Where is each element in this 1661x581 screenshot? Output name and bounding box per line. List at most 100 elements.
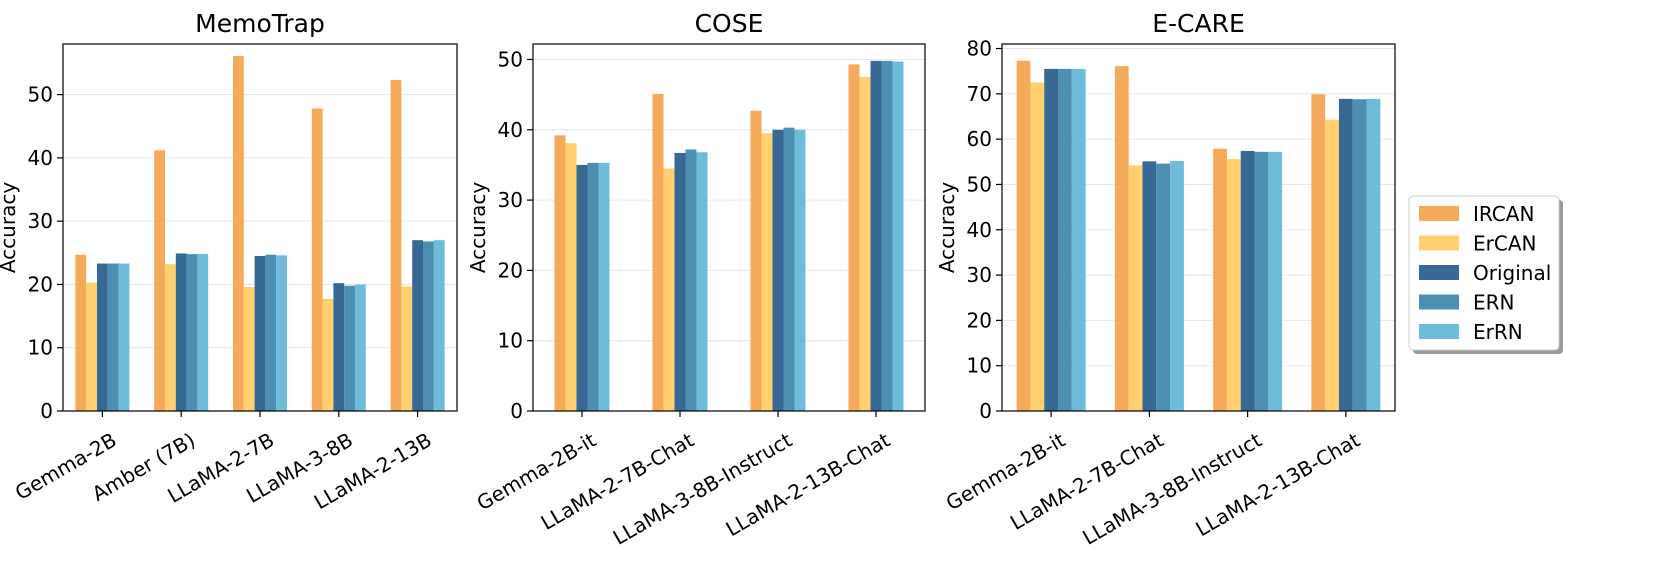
bar-ercan-gemma-2b-it bbox=[1030, 82, 1045, 412]
y-axis-label: Accuracy bbox=[466, 182, 490, 273]
bar-ern-llama-2-13b-chat bbox=[1352, 99, 1367, 411]
y-tick-label: 50 bbox=[967, 172, 992, 196]
plot-frame bbox=[1001, 43, 1396, 412]
legend-label: IRCAN bbox=[1473, 202, 1534, 226]
x-tick-label: LLaMA-3-8B-Instruct bbox=[609, 428, 796, 550]
y-tick-label: 60 bbox=[967, 127, 992, 151]
bar-ircan-llama-2-13b-chat bbox=[848, 64, 860, 411]
legend-label: Original bbox=[1473, 261, 1551, 285]
bar-original-llama-3-8b-instruct bbox=[772, 129, 784, 412]
bar-ircan-llama-2-13b-chat bbox=[1311, 94, 1326, 411]
bar-ircan-llama-2-7b-chat bbox=[1114, 66, 1129, 411]
bar-errn-llama-2-13b-chat bbox=[1366, 98, 1381, 411]
bar-original-llama-3-8b-instruct bbox=[1240, 150, 1255, 411]
legend-swatch bbox=[1419, 235, 1459, 251]
bar-ern-llama-2-7b-chat bbox=[685, 149, 697, 411]
bar-errn-llama-3-8b bbox=[355, 284, 366, 411]
bar-errn-llama-3-8b-instruct bbox=[1268, 151, 1283, 411]
y-tick-label: 50 bbox=[28, 83, 53, 107]
bar-original-gemma-2b bbox=[97, 263, 108, 411]
x-tick-label: LLaMA-3-8B-Instruct bbox=[1078, 428, 1265, 550]
bar-ercan-llama-2-7b bbox=[243, 286, 255, 411]
y-tick-label: 40 bbox=[967, 218, 992, 242]
legend-entry-original: Original bbox=[1419, 261, 1551, 285]
bar-ircan-llama-3-8b-instruct bbox=[1213, 148, 1227, 411]
bar-original-llama-2-13b bbox=[412, 240, 423, 411]
bar-ern-llama-3-8b-instruct bbox=[1254, 151, 1269, 411]
bar-ercan-llama-2-13b bbox=[401, 286, 413, 411]
legend-entry-ircan: IRCAN bbox=[1419, 202, 1534, 226]
legend-label: ErRN bbox=[1473, 320, 1523, 344]
legend-label: ErCAN bbox=[1473, 232, 1536, 256]
bar-original-llama-2-13b-chat bbox=[1338, 98, 1353, 411]
x-tick-label: LLaMA-2-13B-Chat bbox=[1191, 428, 1364, 542]
y-tick-label: 40 bbox=[498, 118, 523, 142]
plot-frame bbox=[532, 43, 926, 412]
bar-ern-llama-3-8b-instruct bbox=[783, 127, 795, 412]
bar-ern-llama-2-7b-chat bbox=[1156, 163, 1171, 411]
y-tick-label: 0 bbox=[510, 399, 523, 423]
y-tick-label: 10 bbox=[28, 336, 53, 360]
y-tick-label: 20 bbox=[28, 272, 53, 296]
bar-ircan-llama-2-7b-chat bbox=[652, 93, 664, 411]
chart-e-care: Gemma-2B-itLLaMA-2-7B-ChatLLaMA-3-8B-Ins… bbox=[935, 9, 1396, 550]
legend-swatch bbox=[1419, 265, 1459, 280]
legend-entry-errn: ErRN bbox=[1419, 320, 1523, 344]
bar-ircan-amber-7b bbox=[154, 150, 165, 411]
bar-ern-llama-3-8b bbox=[344, 285, 355, 411]
y-tick-label: 0 bbox=[40, 399, 53, 423]
bar-errn-gemma-2b-it bbox=[1071, 68, 1086, 412]
bar-ercan-llama-3-8b-instruct bbox=[1226, 159, 1241, 411]
legend-swatch bbox=[1419, 206, 1459, 221]
bar-errn-llama-2-7b-chat bbox=[696, 152, 708, 411]
bar-errn-gemma-2b bbox=[118, 263, 130, 411]
bar-original-llama-2-13b-chat bbox=[870, 60, 882, 411]
y-axis-label: Accuracy bbox=[0, 182, 20, 273]
y-tick-label: 30 bbox=[28, 209, 53, 233]
y-tick-label: 30 bbox=[967, 263, 992, 287]
bar-ercan-llama-3-8b-instruct bbox=[761, 133, 773, 411]
bar-ern-amber-7b bbox=[186, 254, 198, 411]
bar-errn-llama-2-7b bbox=[276, 255, 287, 411]
y-tick-label: 70 bbox=[967, 82, 992, 106]
legend-entry-ern: ERN bbox=[1419, 291, 1515, 315]
legend-label: ERN bbox=[1473, 291, 1515, 315]
bar-ercan-llama-2-7b-chat bbox=[1128, 165, 1143, 411]
bar-original-llama-2-7b-chat bbox=[1142, 161, 1157, 411]
legend-swatch bbox=[1419, 324, 1459, 339]
bar-errn-llama-2-13b bbox=[433, 240, 445, 411]
bar-ercan-llama-2-7b-chat bbox=[663, 168, 675, 411]
bar-ercan-llama-2-13b-chat bbox=[1325, 119, 1339, 411]
y-tick-label: 20 bbox=[967, 308, 992, 332]
bar-original-llama-3-8b bbox=[333, 283, 345, 411]
bar-ercan-gemma-2b bbox=[86, 282, 97, 411]
bar-original-gemma-2b-it bbox=[576, 164, 588, 411]
bar-original-llama-2-7b-chat bbox=[674, 152, 686, 411]
bar-ircan-gemma-2b-it bbox=[1016, 60, 1031, 412]
bar-ern-gemma-2b bbox=[107, 263, 119, 411]
y-tick-label: 20 bbox=[498, 258, 523, 282]
y-tick-label: 0 bbox=[979, 399, 992, 423]
y-tick-label: 10 bbox=[498, 329, 523, 353]
bar-ircan-llama-2-13b bbox=[390, 80, 402, 412]
bar-ern-llama-2-13b-chat bbox=[881, 60, 893, 411]
plot-frame bbox=[62, 43, 458, 412]
chart-title: E-CARE bbox=[1152, 9, 1245, 38]
bar-ercan-llama-3-8b bbox=[322, 299, 334, 411]
bar-ircan-llama-3-8b-instruct bbox=[750, 110, 762, 411]
bar-ircan-gemma-2b bbox=[75, 254, 87, 411]
legend-swatch bbox=[1419, 294, 1459, 310]
bar-ern-llama-2-13b bbox=[423, 241, 434, 411]
y-tick-label: 80 bbox=[967, 37, 992, 61]
bar-original-gemma-2b-it bbox=[1044, 68, 1059, 412]
y-tick-label: 40 bbox=[28, 146, 53, 170]
y-tick-label: 50 bbox=[498, 47, 523, 71]
bar-ercan-llama-2-13b-chat bbox=[859, 77, 871, 411]
bar-original-llama-2-7b bbox=[254, 255, 266, 411]
y-tick-label: 10 bbox=[967, 354, 992, 378]
bar-ercan-amber-7b bbox=[165, 264, 176, 411]
bar-ern-llama-2-7b bbox=[265, 254, 277, 411]
